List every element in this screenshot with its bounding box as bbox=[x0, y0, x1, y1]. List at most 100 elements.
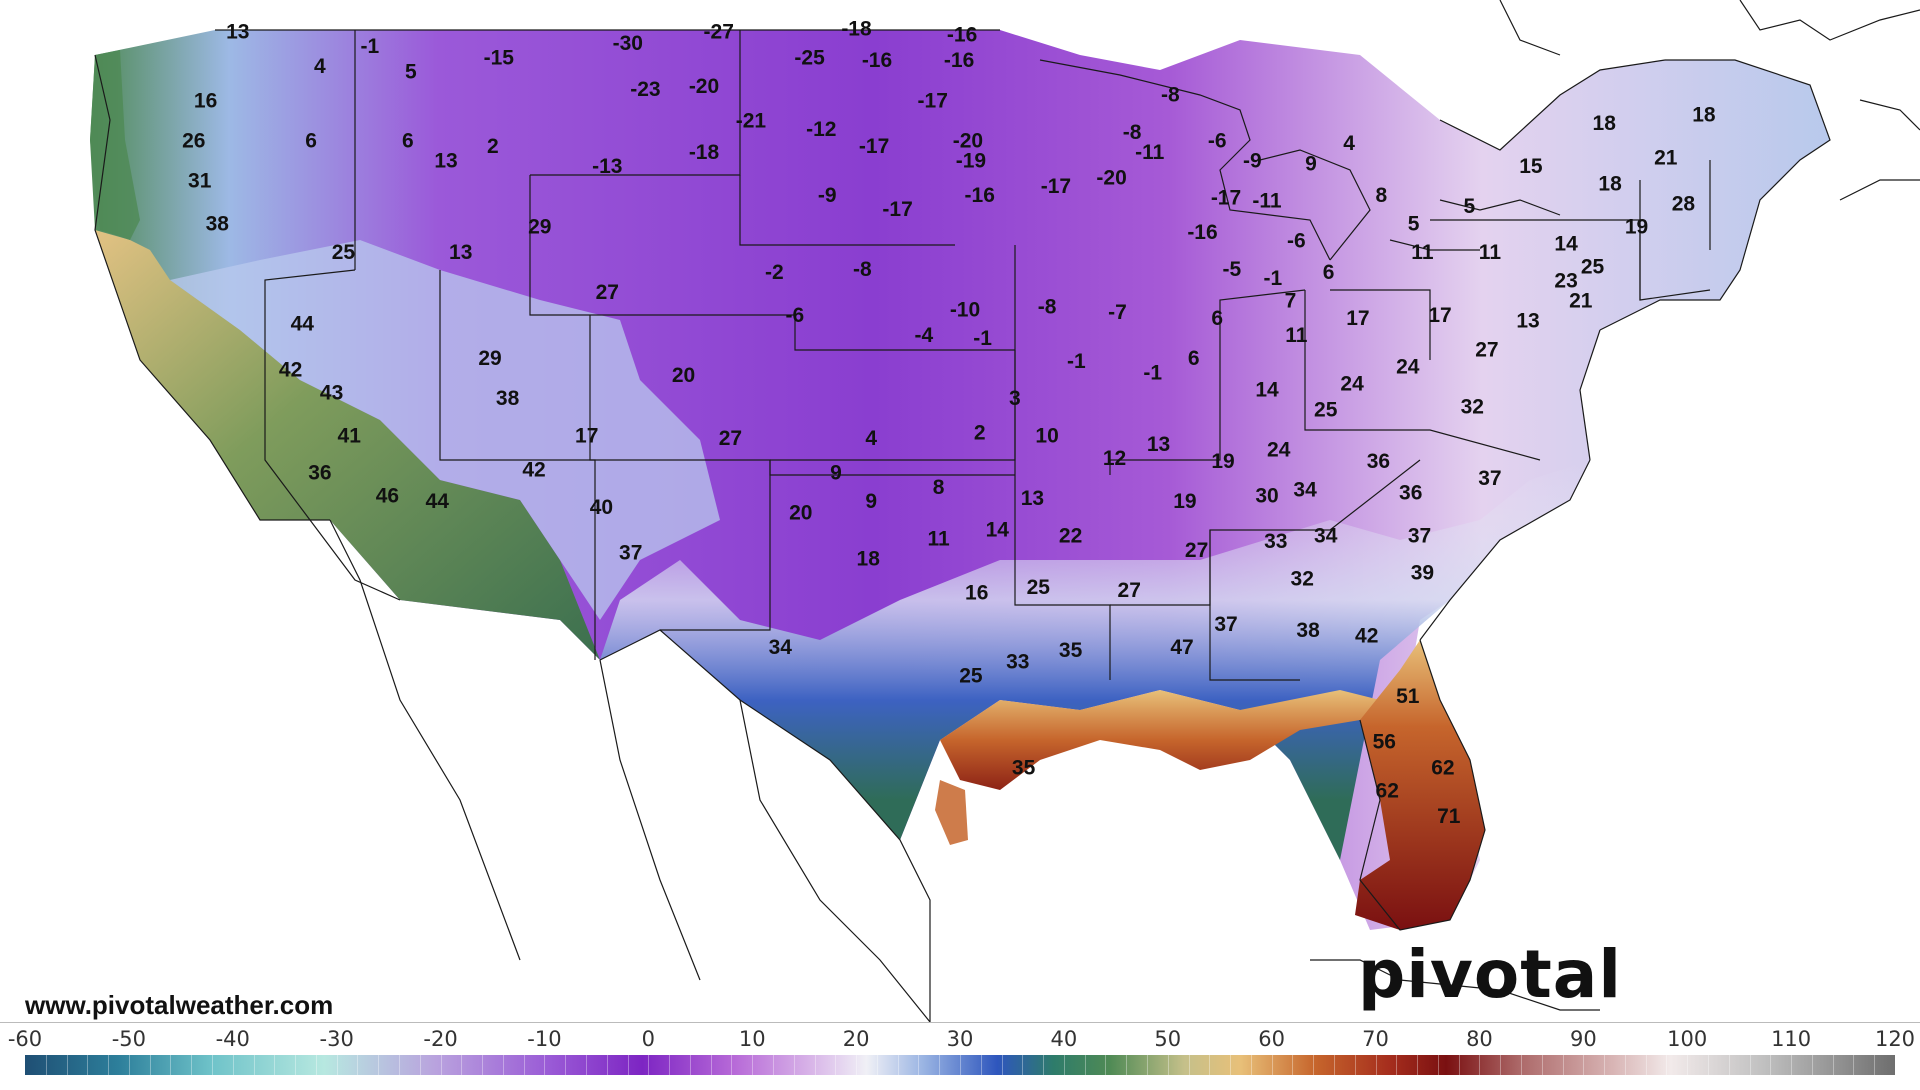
temperature-label: 62 bbox=[1376, 779, 1399, 802]
temperature-label: -20 bbox=[689, 75, 719, 98]
temperature-label: 9 bbox=[830, 462, 842, 485]
colorbar-tick-label: 10 bbox=[738, 1027, 766, 1051]
temperature-label: -16 bbox=[862, 49, 892, 72]
temperature-label: 16 bbox=[965, 582, 988, 605]
temperature-label: 27 bbox=[1185, 539, 1208, 562]
colorbar-segment-divider bbox=[1583, 1055, 1585, 1075]
colorbar-segment-divider bbox=[1396, 1055, 1398, 1075]
colorbar-segment-divider bbox=[1770, 1055, 1772, 1075]
colorbar-segment-divider bbox=[232, 1055, 234, 1075]
colorbar-segment-divider bbox=[1853, 1055, 1855, 1075]
colorbar-segment-divider bbox=[1313, 1055, 1315, 1075]
colorbar-segment-divider bbox=[1604, 1055, 1606, 1075]
colorbar-segment-divider bbox=[87, 1055, 89, 1075]
temperature-label: -16 bbox=[1187, 221, 1217, 244]
temperature-label: 27 bbox=[596, 281, 619, 304]
colorbar-segment-divider bbox=[45, 1055, 47, 1075]
colorbar-segment-divider bbox=[1687, 1055, 1689, 1075]
colorbar-segment-divider bbox=[835, 1055, 837, 1075]
temperature-label: -6 bbox=[786, 304, 805, 327]
colorbar-segment-divider bbox=[253, 1055, 255, 1075]
temperature-label: -5 bbox=[1222, 258, 1241, 281]
colorbar-segment-divider bbox=[814, 1055, 816, 1075]
colorbar-segment-divider bbox=[856, 1055, 858, 1075]
colorbar-segment-divider bbox=[1043, 1055, 1045, 1075]
temperature-label: 17 bbox=[1428, 304, 1451, 327]
temperature-label: 3 bbox=[1009, 387, 1021, 410]
colorbar-segment-divider bbox=[918, 1055, 920, 1075]
temperature-label: 35 bbox=[1012, 756, 1036, 779]
temperature-label: 36 bbox=[1399, 482, 1422, 505]
temperature-label: 7 bbox=[1285, 290, 1297, 313]
temperature-label: 38 bbox=[1296, 619, 1320, 642]
temperature-label: -8 bbox=[1161, 84, 1180, 107]
temperature-labels-layer: -14 5-15-30 -27 -18 -16-25 -16 -16-23 -20-17-21… bbox=[182, 18, 1716, 828]
colorbar-segment-divider bbox=[565, 1055, 567, 1075]
temperature-label: 17 bbox=[575, 424, 598, 447]
temperature-label: -17 bbox=[918, 89, 948, 112]
temperature-label: 19 bbox=[1173, 490, 1196, 513]
temperature-label: -30 bbox=[613, 32, 643, 55]
temperature-label: 28 bbox=[1672, 192, 1696, 215]
temperature-label: 29 bbox=[528, 215, 551, 238]
temperature-label: 11 bbox=[927, 527, 950, 550]
colorbar-segment-divider bbox=[1230, 1055, 1232, 1075]
colorbar-tick-label: 110 bbox=[1771, 1027, 1812, 1051]
temperature-label: 22 bbox=[1059, 525, 1082, 548]
colorbar-segment-divider bbox=[1209, 1055, 1211, 1075]
temperature-label: -1 bbox=[1067, 350, 1086, 373]
colorbar-tick-label: 100 bbox=[1667, 1027, 1708, 1051]
temperature-label: 25 bbox=[332, 241, 356, 264]
temperature-label: 21 bbox=[1569, 290, 1593, 313]
temperature-label: -17 bbox=[859, 135, 889, 158]
temperature-label: 34 bbox=[1314, 525, 1338, 548]
temperature-label: -13 bbox=[592, 155, 622, 178]
colorbar-segment-divider bbox=[1479, 1055, 1481, 1075]
temperature-label: -8 bbox=[1123, 121, 1142, 144]
colorbar-tick-label: -60 bbox=[7, 1027, 43, 1051]
colorbar-segment-divider bbox=[170, 1055, 172, 1075]
colorbar-segment-divider bbox=[1874, 1055, 1876, 1075]
colorbar-segment-divider bbox=[897, 1055, 899, 1075]
colorbar-tick-label: 30 bbox=[946, 1027, 974, 1051]
colorbar-segment-divider bbox=[1666, 1055, 1668, 1075]
temperature-label: 18 bbox=[1593, 112, 1617, 135]
colorbar-segment-divider bbox=[440, 1055, 442, 1075]
temperature-label: 8 bbox=[933, 476, 945, 499]
temperature-label: -4 bbox=[915, 324, 934, 347]
temperature-label: 25 bbox=[1581, 255, 1605, 278]
colorbar-segment-divider bbox=[1791, 1055, 1793, 1075]
temperature-label: -1 bbox=[973, 327, 992, 350]
colorbar-segment-divider bbox=[1022, 1055, 1024, 1075]
temperature-label: -1 bbox=[1143, 361, 1162, 384]
temperature-label: 37 bbox=[619, 542, 642, 565]
temperature-label: 13 bbox=[1021, 487, 1044, 510]
colorbar-segment-divider bbox=[212, 1055, 213, 1075]
temperature-label: -16 bbox=[944, 49, 974, 72]
colorbar-segment-divider bbox=[1188, 1055, 1190, 1075]
colorbar-segment-divider bbox=[1624, 1055, 1626, 1075]
colorbar-segment-divider bbox=[1521, 1055, 1522, 1075]
temperature-label: -18 bbox=[689, 141, 720, 164]
temperature-label: 18 bbox=[857, 547, 881, 570]
colorbar-tick-labels: -60 -50 -40 -30 -20 -10 0 10 20 30 40 50 60 70 80 90 100… bbox=[0, 1027, 1920, 1051]
temperature-label: 4 bbox=[1343, 132, 1355, 155]
temperature-label: 46 bbox=[376, 484, 399, 507]
temperature-label: 10 bbox=[1035, 424, 1058, 447]
temperature-label: 9 bbox=[865, 490, 877, 513]
temperature-label: 13 bbox=[1516, 310, 1539, 333]
colorbar-segment-divider bbox=[627, 1055, 629, 1075]
colorbar-segment-divider bbox=[606, 1055, 608, 1075]
temperature-label: 5 bbox=[1408, 212, 1420, 235]
temperature-label: -6 bbox=[1208, 129, 1227, 152]
temperature-label: 4 bbox=[314, 55, 326, 78]
colorbar-segment-divider bbox=[960, 1055, 961, 1075]
temperature-label: 4 bbox=[865, 427, 877, 450]
colorbar-segment-divider bbox=[1749, 1055, 1751, 1075]
temperature-label: 14 bbox=[1255, 379, 1279, 402]
temperature-label: 43 bbox=[320, 381, 343, 404]
map-borders bbox=[94, 0, 1920, 1022]
temperature-label: 42 bbox=[279, 358, 302, 381]
temperature-label: -25 bbox=[794, 46, 825, 69]
temperature-label: 9 bbox=[1305, 152, 1317, 175]
